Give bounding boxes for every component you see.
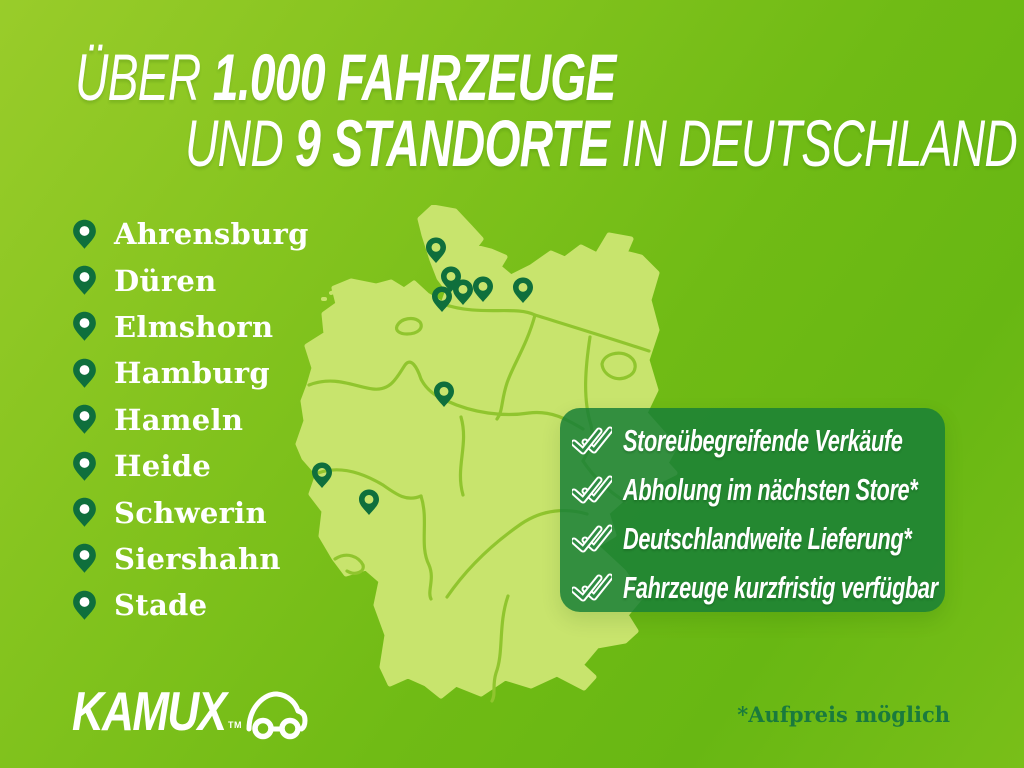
location-name: Hamburg bbox=[114, 356, 270, 391]
bremen-outline bbox=[394, 316, 423, 336]
headline-line-2: UND 9 STANDORTE IN DEUTSCHLAND bbox=[185, 110, 1018, 176]
benefit-row: Storeübegreifende Verkäufe bbox=[572, 416, 927, 465]
location-list-item: Stade bbox=[72, 582, 309, 628]
location-list-item: Siershahn bbox=[72, 536, 309, 582]
double-check-icon bbox=[572, 524, 612, 552]
double-check-icon bbox=[572, 573, 612, 601]
location-list-item: Ahrensburg bbox=[72, 211, 309, 257]
location-pin-icon bbox=[73, 312, 96, 342]
location-pin-icon bbox=[73, 265, 96, 295]
double-check-icon bbox=[572, 426, 612, 454]
headline-line-1: ÜBER 1.000 FAHRZEUGE bbox=[75, 44, 616, 110]
headline-uber: ÜBER bbox=[75, 40, 201, 114]
location-pin-icon bbox=[73, 358, 96, 388]
location-list-item: Schwerin bbox=[72, 489, 309, 535]
double-check-icon bbox=[572, 475, 612, 503]
benefits-card: Storeübegreifende Verkäufe Abholung im n… bbox=[560, 408, 945, 612]
location-pin-icon bbox=[73, 544, 96, 574]
kamux-wordmark: KAMUX bbox=[72, 680, 227, 742]
kamux-logo: KAMUX TM bbox=[72, 680, 308, 744]
benefit-row: Deutschlandweite Lieferung* bbox=[572, 514, 927, 563]
location-pin-icon bbox=[73, 404, 96, 434]
location-name: Elmshorn bbox=[114, 309, 274, 344]
benefit-text: Abholung im nächsten Store* bbox=[623, 471, 918, 507]
location-pin-icon bbox=[73, 451, 96, 481]
location-pin-icon bbox=[73, 219, 96, 249]
trademark-symbol: TM bbox=[228, 720, 242, 730]
locations-list: Ahrensburg Düren Elmshorn Hamburg bbox=[72, 211, 309, 629]
berlin-outline bbox=[600, 351, 637, 381]
location-pin-icon bbox=[73, 497, 96, 527]
location-name: Stade bbox=[114, 588, 208, 623]
location-name: Schwerin bbox=[114, 495, 267, 530]
headline-store-count: 9 STANDORTE bbox=[295, 106, 610, 180]
location-name: Hameln bbox=[114, 402, 244, 437]
benefit-row: Abholung im nächsten Store* bbox=[572, 465, 927, 514]
footnote: *Aufpreis möglich bbox=[737, 702, 950, 727]
north-sea-islands bbox=[321, 281, 390, 301]
benefit-text: Deutschlandweite Lieferung* bbox=[623, 520, 912, 556]
location-list-item: Heide bbox=[72, 443, 309, 489]
headline-in-deutschland: IN DEUTSCHLAND bbox=[621, 106, 1018, 180]
location-name: Heide bbox=[114, 449, 212, 484]
location-pin-icon bbox=[73, 590, 96, 620]
location-name: Ahrensburg bbox=[114, 217, 309, 252]
location-list-item: Hamburg bbox=[72, 350, 309, 396]
headline-und: UND bbox=[185, 106, 284, 180]
location-name: Düren bbox=[114, 263, 217, 298]
benefit-row: Fahrzeuge kurzfristig verfügbar bbox=[572, 563, 938, 612]
location-list-item: Hameln bbox=[72, 397, 309, 443]
car-icon bbox=[246, 691, 308, 740]
location-list-item: Düren bbox=[72, 257, 309, 303]
benefit-text: Fahrzeuge kurzfristig verfügbar bbox=[623, 569, 938, 605]
headline-vehicle-count: 1.000 FAHRZEUGE bbox=[212, 40, 617, 114]
location-name: Siershahn bbox=[114, 541, 281, 576]
benefit-text: Storeübegreifende Verkäufe bbox=[623, 422, 903, 458]
location-list-item: Elmshorn bbox=[72, 304, 309, 350]
